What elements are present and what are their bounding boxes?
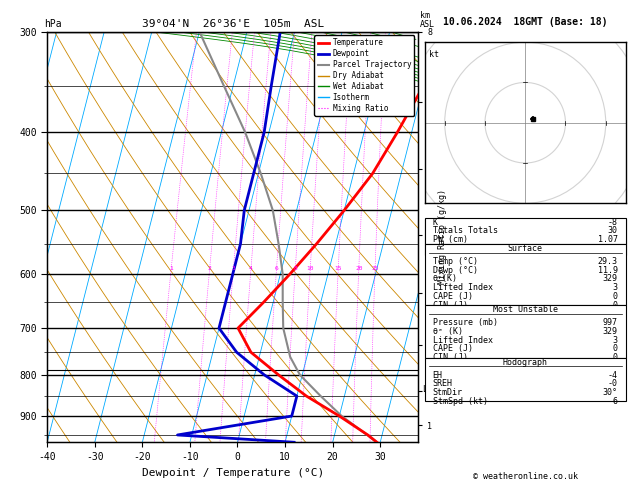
Text: 2: 2 [208,266,211,271]
Text: 0: 0 [613,345,618,353]
Text: -4: -4 [608,371,618,380]
Text: 1: 1 [169,266,173,271]
Text: 8: 8 [294,266,298,271]
Text: Most Unstable: Most Unstable [493,305,558,314]
Text: 6: 6 [613,397,618,406]
Text: PW (cm): PW (cm) [433,235,467,244]
Text: 3: 3 [613,336,618,345]
Text: 15: 15 [335,266,342,271]
Text: θᵉ(K): θᵉ(K) [433,275,458,283]
Text: -8: -8 [608,218,618,226]
Text: StmSpd (kt): StmSpd (kt) [433,397,487,406]
Text: Surface: Surface [508,244,543,253]
Text: 3: 3 [613,283,618,292]
Text: 0: 0 [613,353,618,362]
Text: Pressure (mb): Pressure (mb) [433,318,498,327]
Text: 29.3: 29.3 [598,257,618,266]
Text: K: K [433,220,438,229]
FancyBboxPatch shape [425,244,626,305]
Text: 10: 10 [306,266,314,271]
Text: 3: 3 [231,266,235,271]
Text: 0: 0 [613,292,618,301]
Text: PW (cm): PW (cm) [433,244,467,254]
Text: Lifted Index: Lifted Index [433,336,493,345]
Text: CIN (J): CIN (J) [433,301,467,310]
Text: -0: -0 [608,380,618,388]
Text: SREH: SREH [433,380,453,388]
Text: StmDir: StmDir [433,388,462,397]
Text: Temp (°C): Temp (°C) [433,257,477,266]
Text: 0: 0 [613,301,618,310]
Text: 20: 20 [355,266,362,271]
Text: 25: 25 [371,266,379,271]
Text: θᵉ (K): θᵉ (K) [433,327,462,336]
Text: 6: 6 [275,266,279,271]
Text: Hodograph: Hodograph [503,358,548,366]
FancyBboxPatch shape [425,219,626,255]
Text: Lifted Index: Lifted Index [433,283,493,292]
FancyBboxPatch shape [425,358,626,401]
Text: 10.06.2024  18GMT (Base: 18): 10.06.2024 18GMT (Base: 18) [443,17,608,27]
Text: 11.9: 11.9 [598,266,618,275]
Text: 1.07: 1.07 [598,235,618,244]
Title: 39°04'N  26°36'E  105m  ASL: 39°04'N 26°36'E 105m ASL [142,19,324,30]
Text: 1.07: 1.07 [598,244,618,254]
Text: K: K [433,218,438,226]
Text: 30°: 30° [603,388,618,397]
Text: CIN (J): CIN (J) [433,353,467,362]
Text: © weatheronline.co.uk: © weatheronline.co.uk [473,472,577,481]
Text: 329: 329 [603,275,618,283]
Text: kt: kt [428,50,438,59]
Text: 329: 329 [603,327,618,336]
Text: Totals Totals: Totals Totals [433,226,498,235]
Text: CAPE (J): CAPE (J) [433,345,472,353]
Text: LCL: LCL [422,385,437,394]
Text: 30: 30 [608,226,618,235]
Text: 30: 30 [608,232,618,242]
Text: Mixing Ratio (g/kg): Mixing Ratio (g/kg) [438,190,447,284]
Text: CAPE (J): CAPE (J) [433,292,472,301]
Text: 4: 4 [249,266,253,271]
FancyBboxPatch shape [425,218,626,244]
Text: 997: 997 [603,318,618,327]
X-axis label: Dewpoint / Temperature (°C): Dewpoint / Temperature (°C) [142,468,324,478]
Text: EH: EH [433,371,443,380]
FancyBboxPatch shape [425,305,626,358]
Text: -8: -8 [608,220,618,229]
Text: hPa: hPa [44,19,62,29]
Text: km
ASL: km ASL [420,11,435,29]
Text: Totals Totals: Totals Totals [433,232,498,242]
Text: Dewp (°C): Dewp (°C) [433,266,477,275]
Legend: Temperature, Dewpoint, Parcel Trajectory, Dry Adiabat, Wet Adiabat, Isotherm, Mi: Temperature, Dewpoint, Parcel Trajectory… [314,35,415,116]
